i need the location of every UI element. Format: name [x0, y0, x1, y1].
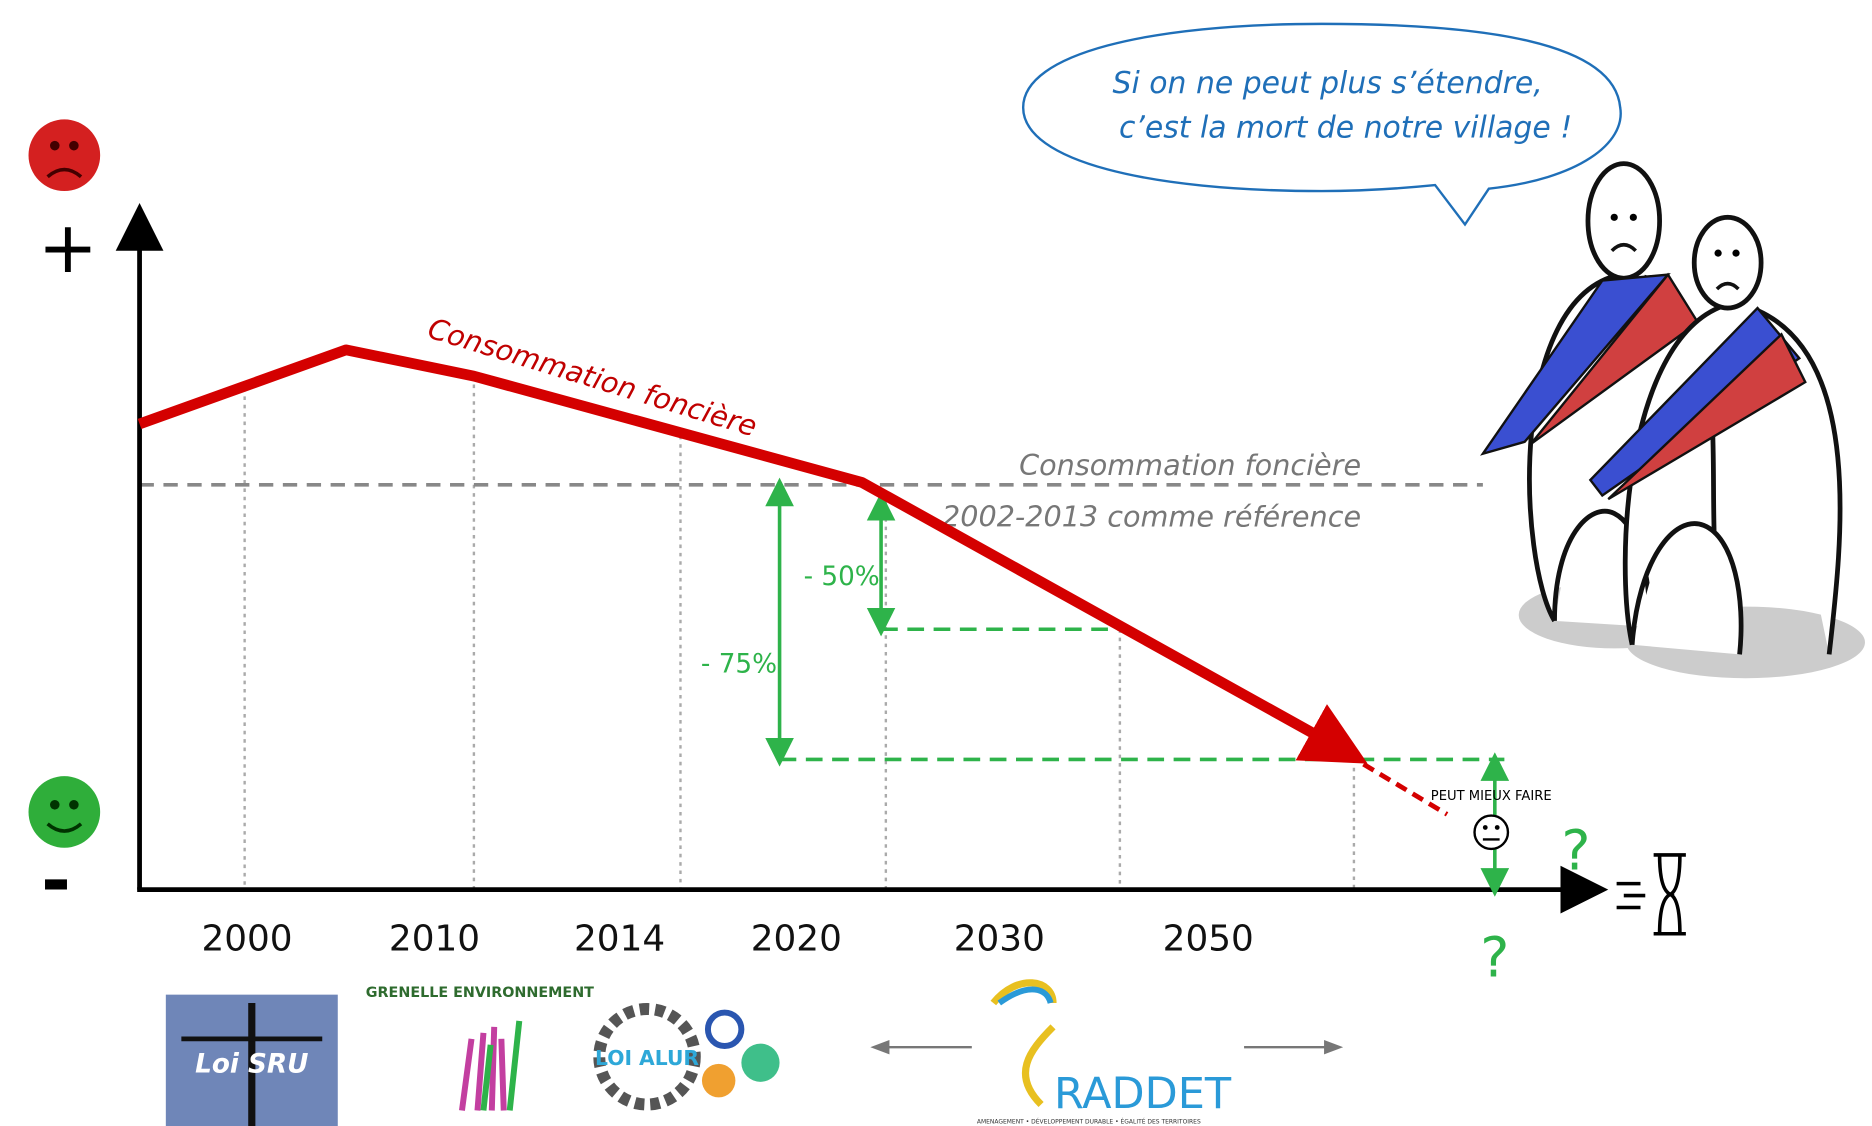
logo-sru: Loi SRU	[166, 995, 338, 1126]
hourglass-icon	[1617, 855, 1686, 934]
speech-text: c’est la mort de notre village !	[1119, 110, 1572, 145]
happy-smiley	[29, 776, 101, 848]
year-label: 2014	[574, 918, 665, 959]
logo-sraddet: RADDET AMENAGEMENT • DÉVELOPPEMENT DURAB…	[880, 983, 1334, 1126]
question-mark: ?	[1480, 926, 1509, 990]
logo-alur: LOI ALUR	[595, 1009, 780, 1105]
question-mark: ?	[1561, 818, 1590, 882]
logo-subtext: AMENAGEMENT • DÉVELOPPEMENT DURABLE • ÉG…	[977, 1118, 1201, 1126]
stamp: PEUT MIEUX FAIRE	[1431, 789, 1552, 849]
reduction-label: - 50%	[804, 562, 880, 592]
sad-smiley	[29, 119, 101, 191]
logo-text: RADDET	[1054, 1069, 1232, 1119]
speech-text: Si on ne peut plus s’étendre,	[1113, 66, 1543, 101]
minus-label: -	[41, 839, 71, 922]
reference-label: Consommation foncière	[1019, 448, 1361, 482]
reference-label: 2002-2013 comme référence	[942, 500, 1361, 534]
page: Si on ne peut plus s’étendre, c’est la m…	[0, 0, 1872, 1126]
plus-label: +	[38, 206, 98, 289]
year-label: 2030	[954, 918, 1045, 959]
reduction-label: - 75%	[701, 649, 777, 679]
characters	[1483, 164, 1865, 679]
logo-grenelle: GRENELLE ENVIRONNEMENT	[366, 985, 594, 1110]
stamp-text: PEUT MIEUX FAIRE	[1431, 789, 1552, 804]
logo-text: LOI ALUR	[595, 1046, 699, 1070]
year-label: 2050	[1163, 918, 1254, 959]
logo-text: GRENELLE ENVIRONNEMENT	[366, 985, 594, 1001]
year-label: 2000	[201, 918, 292, 959]
target-lines	[780, 492, 1505, 882]
years: 2000 2010 2014 2020 2030 2050	[201, 918, 1253, 959]
year-label: 2020	[751, 918, 842, 959]
logo-text: Loi SRU	[195, 1049, 308, 1079]
year-label: 2010	[389, 918, 480, 959]
